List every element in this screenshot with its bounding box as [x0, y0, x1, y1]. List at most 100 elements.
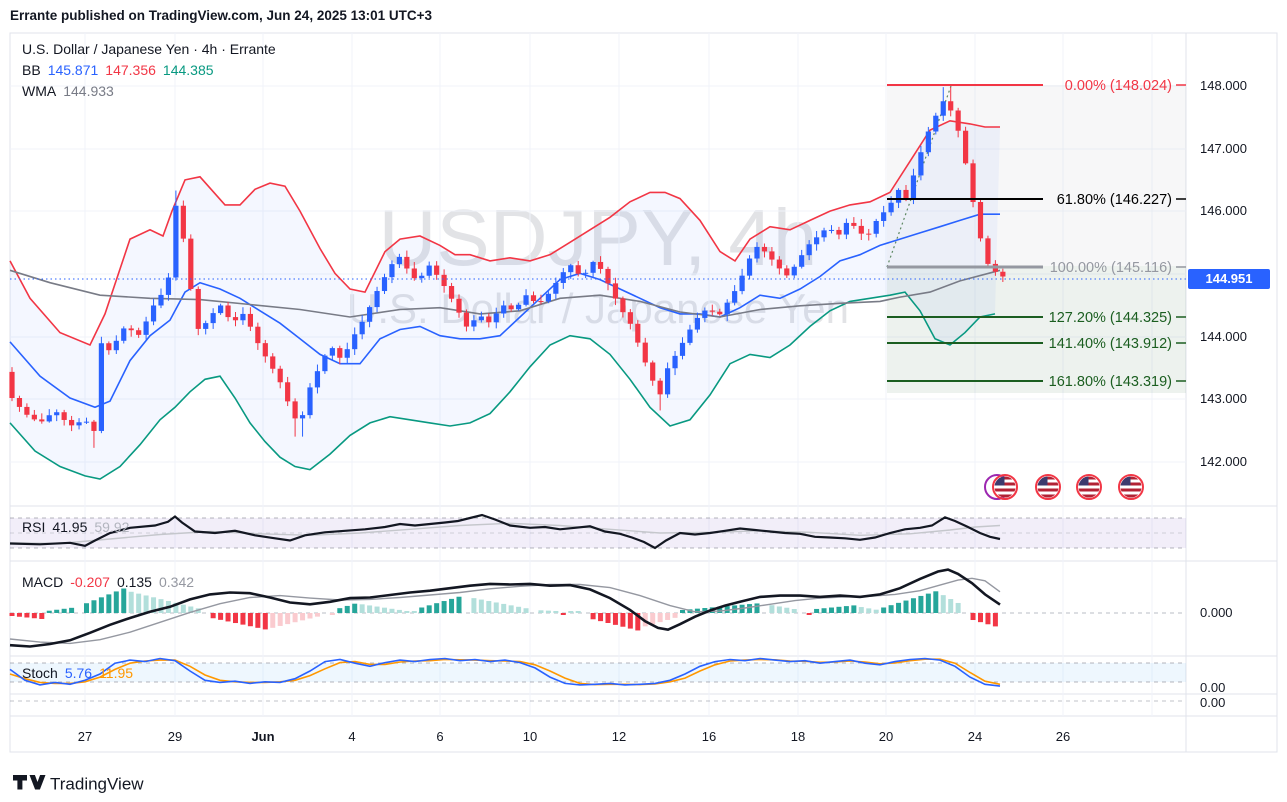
macd-hist-bar: [180, 604, 186, 613]
candle-body: [448, 286, 455, 299]
flag-stripe: [1078, 482, 1100, 486]
candle-body: [702, 310, 708, 318]
macd-hist-bar: [985, 613, 991, 625]
candle-body: [352, 334, 358, 350]
candle-body: [210, 313, 216, 324]
chart-legend-title-row[interactable]: U.S. Dollar / Japanese Yen · 4h · Errant…: [22, 41, 276, 57]
macd-hist-bar: [903, 600, 909, 613]
macd-hist-bar: [411, 611, 417, 613]
macd-hist-bar: [650, 613, 656, 625]
rsi-label: RSI: [22, 519, 46, 535]
wma-legend-row[interactable]: WMA 144.933: [22, 83, 114, 99]
candle-body: [158, 294, 164, 306]
candle-body: [344, 349, 350, 358]
macd-hist-bar: [516, 606, 522, 613]
candlesticks[interactable]: [9, 87, 1006, 448]
flag-stripe: [1037, 476, 1059, 480]
candle-body: [389, 264, 395, 278]
macd-hist-bar: [9, 613, 15, 616]
event-flag-icon[interactable]: [984, 474, 1018, 500]
us-flag-icon: [1037, 476, 1059, 498]
fib-trend-line[interactable]: [886, 85, 952, 268]
macd-hist-bar: [553, 610, 559, 613]
candle-body: [143, 321, 149, 335]
time-tick-label: 10: [522, 729, 538, 744]
macd-hist-bar: [896, 602, 902, 613]
macd-hist-bar: [665, 613, 671, 620]
candle-body: [106, 343, 112, 351]
rsi-value: 41.95: [52, 519, 88, 535]
macd-hist-bar: [538, 610, 544, 613]
macd-hist-bar: [106, 594, 112, 613]
macd-hist-bar: [843, 606, 849, 613]
tradingview-logo[interactable]: TradingView: [12, 772, 192, 798]
candle-body: [709, 310, 715, 312]
rsi-legend-row[interactable]: RSI 41.95 59.92: [22, 519, 129, 535]
event-flag-icon[interactable]: [1035, 474, 1061, 500]
candle-body: [545, 293, 551, 302]
fib-level-label-3: 127.20% (144.325): [1049, 310, 1172, 326]
candle-body: [9, 371, 15, 398]
bb-lower-band: [9, 291, 996, 480]
candle-body: [605, 268, 611, 284]
bb-legend-row[interactable]: BB 145.871 147.356 144.385: [22, 62, 214, 78]
flag-stripe: [1078, 488, 1100, 492]
macd-hist-bar: [98, 597, 104, 613]
candle-body: [314, 371, 321, 388]
flag-ring: [992, 474, 1018, 500]
macd-hist-bar: [121, 588, 127, 613]
fib-level-label-1: 61.80% (146.227): [1057, 192, 1172, 208]
candle-body: [538, 301, 544, 303]
candle-body: [322, 355, 328, 372]
time-tick-label: 18: [790, 729, 806, 744]
candle-body: [508, 305, 514, 310]
fib-level-label-2: 100.00% (145.116): [1050, 260, 1172, 276]
macd-hist-bar: [367, 605, 373, 613]
macd-hist-bar: [247, 613, 253, 627]
event-flag-icon[interactable]: [1118, 474, 1144, 500]
time-tick-label: 4: [348, 729, 356, 744]
candle-body: [933, 115, 939, 132]
candle-body: [1000, 271, 1006, 277]
event-flag-icon[interactable]: [1076, 474, 1102, 500]
macd-hist-bar: [478, 599, 484, 613]
macd-hist-bar: [426, 605, 432, 613]
fib-level-label-5: 161.80% (143.319): [1049, 374, 1172, 390]
candle-body: [903, 189, 909, 199]
fib-zone-0: [887, 85, 1186, 266]
candle-body: [940, 101, 946, 116]
macd-hist-bar: [277, 613, 283, 626]
macd-hist-bar: [955, 602, 961, 613]
candle-body: [650, 362, 656, 381]
macd-signal-value: 0.342: [158, 574, 195, 590]
candle-body: [292, 401, 298, 419]
candle-body: [836, 229, 842, 235]
macd-hist-bar: [776, 606, 782, 613]
candle-body: [761, 246, 768, 252]
candle-body: [985, 238, 991, 264]
symbol-title[interactable]: U.S. Dollar / Japanese Yen · 4h · Errant…: [22, 41, 276, 57]
macd-hist-bar: [39, 613, 45, 619]
macd-hist-bar: [635, 613, 641, 631]
macd-hist-bar: [151, 597, 157, 613]
candle-body: [367, 307, 373, 322]
candle-body: [635, 323, 641, 343]
macd-legend-row[interactable]: MACD -0.207 0.135 0.342: [22, 574, 194, 590]
candle-body: [858, 225, 864, 234]
bb-value-basis: 145.871: [47, 62, 99, 78]
stoch-legend-row[interactable]: Stoch 5.76 11.95: [22, 665, 133, 681]
candle-body: [575, 265, 581, 274]
flag-canton: [1120, 476, 1131, 486]
candle-body: [113, 340, 119, 351]
macd-hist-bar: [262, 613, 268, 630]
us-flag-icon: [994, 476, 1016, 498]
flag-stripe: [994, 476, 1016, 480]
macd-hist-bar: [389, 608, 395, 613]
macd-hist-bar: [359, 604, 365, 613]
flag-stripe: [1037, 494, 1059, 498]
flag-stripe: [1037, 482, 1059, 486]
candle-body: [307, 387, 313, 416]
candle-body: [83, 421, 90, 423]
